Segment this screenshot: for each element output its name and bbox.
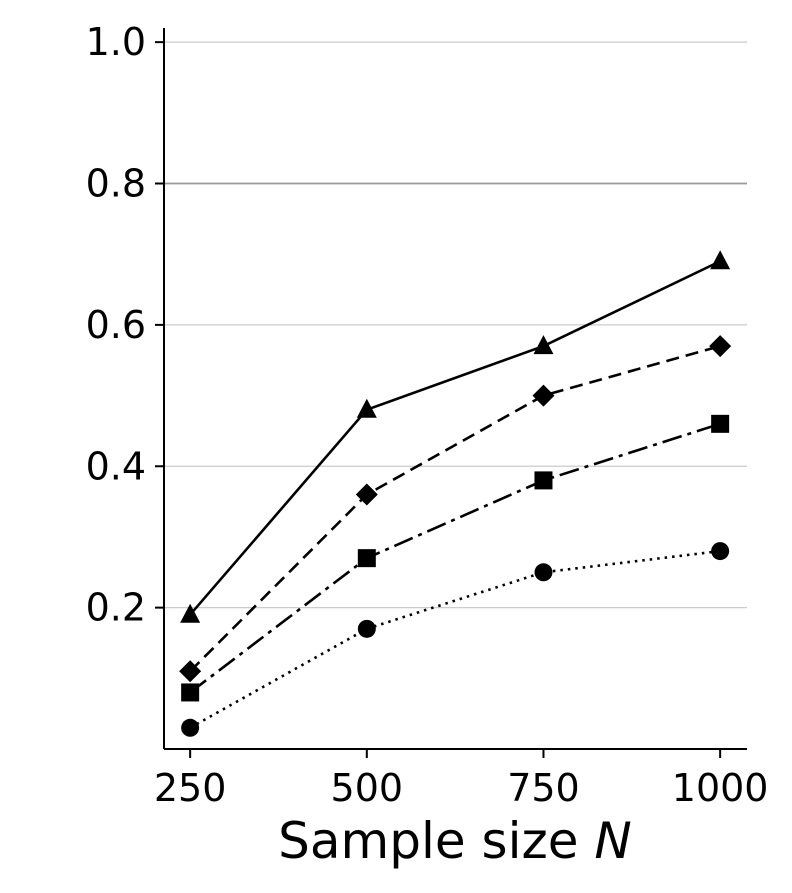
series-line-square [189,422,721,694]
data-point-circle [534,563,553,582]
x-tick-label: 1000 [672,766,769,810]
data-point-triangle [533,335,554,355]
data-point-circle [181,718,200,737]
data-point-diamond [179,660,202,683]
data-point-circle [711,542,730,561]
series-line-triangle [189,260,721,616]
y-tick-label: 0.4 [86,444,146,488]
data-point-square [181,683,200,702]
data-point-square [534,471,553,490]
data-point-circle [357,619,376,638]
x-tick-label: 500 [331,766,404,810]
series-line-diamond [189,344,721,673]
data-point-diamond [355,483,378,506]
data-point-square [357,549,376,568]
grid-layer [164,41,747,609]
data-point-diamond [709,335,732,358]
series-square [181,414,730,702]
data-point-diamond [532,384,555,407]
series-layer [179,250,732,737]
series-diamond [179,335,732,683]
x-tick-label: 250 [154,766,227,810]
series-line-circle [189,549,721,729]
x-tick-label: 750 [507,766,580,810]
data-point-square [711,414,730,433]
series-triangle [180,250,731,623]
axes-layer [163,28,747,750]
y-tick-label: 0.6 [86,303,146,347]
y-tick-label: 0.2 [86,586,146,630]
y-tick-label: 1.0 [86,20,146,64]
data-point-triangle [710,250,731,270]
series-circle [181,542,730,737]
x-axis-title: Sample size N [278,812,632,870]
y-tick-label: 0.8 [86,162,146,206]
data-point-triangle [180,603,201,623]
ticks-layer: 0.2 0.4 0.6 0.8 1.0 250 500 750 1000 [86,20,769,810]
data-point-triangle [356,398,377,418]
